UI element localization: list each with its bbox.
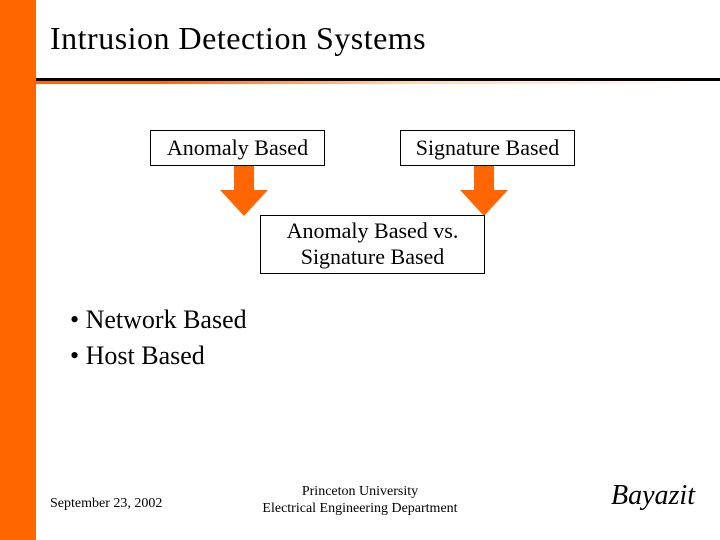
- left-accent-bar: [0, 0, 36, 540]
- list-item: Network Based: [70, 305, 247, 335]
- box-comparison: Anomaly Based vs. Signature Based: [260, 215, 485, 274]
- bullet-list: Network Based Host Based: [70, 305, 247, 377]
- arrow-down-icon: [220, 166, 268, 216]
- slide: Intrusion Detection Systems Anomaly Base…: [0, 0, 720, 540]
- list-item: Host Based: [70, 341, 247, 371]
- slide-title: Intrusion Detection Systems: [50, 20, 426, 57]
- box-anomaly: Anomaly Based: [150, 130, 325, 166]
- box-comparison-line1: Anomaly Based vs.: [269, 218, 476, 244]
- box-comparison-line2: Signature Based: [269, 244, 476, 270]
- footer-author: Bayazit: [611, 480, 695, 512]
- box-signature: Signature Based: [400, 130, 575, 166]
- divider-gradient: [36, 81, 720, 84]
- arrow-down-icon: [460, 166, 508, 216]
